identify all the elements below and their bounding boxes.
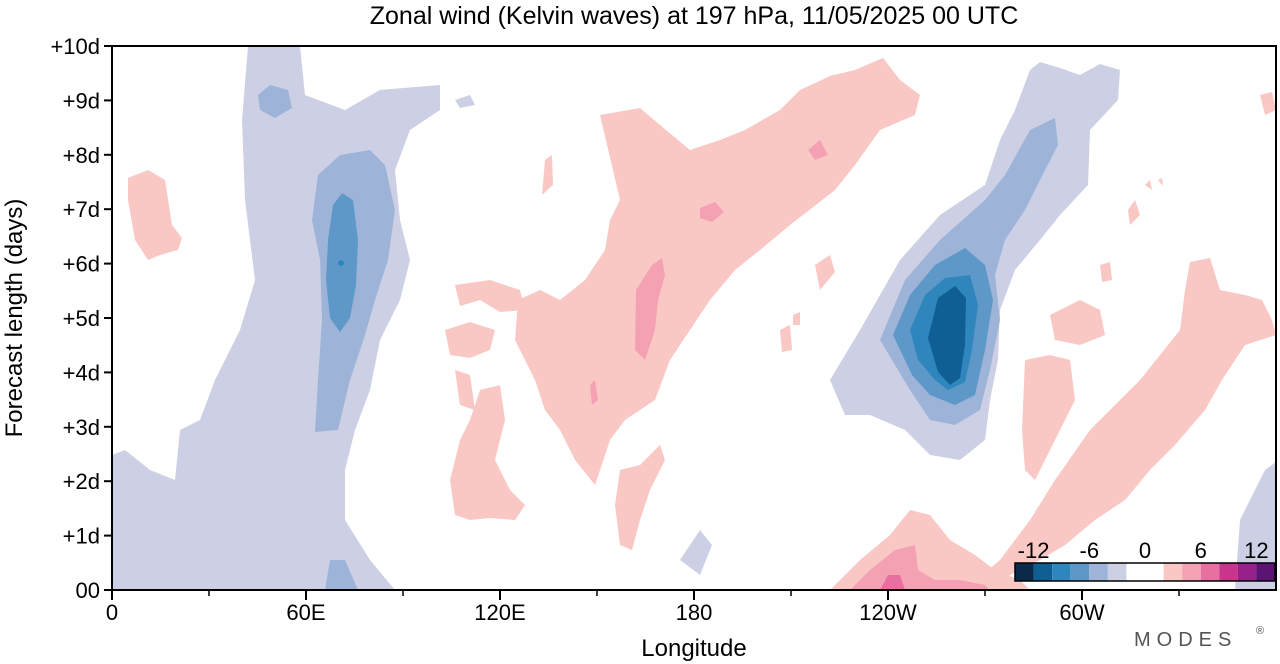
x-tick-label: 180 [676, 600, 713, 625]
colorbar-swatch [1052, 563, 1071, 581]
colorbar-legend: -12 -6 0 6 12 [1014, 538, 1276, 582]
x-tick-label: 0 [106, 600, 118, 625]
y-tick-label: +1d [63, 524, 100, 549]
plot-area [112, 46, 1276, 590]
x-tick-label: 60W [1059, 600, 1104, 625]
easterly-region-east [680, 62, 1276, 590]
y-tick-label: +2d [63, 469, 100, 494]
colorbar-label: -12 [1018, 538, 1050, 563]
svg-text:®: ® [1256, 625, 1264, 637]
colorbar-swatch [1089, 563, 1108, 581]
y-tick-label: +8d [63, 143, 100, 168]
colorbar-swatch [1237, 563, 1257, 581]
y-tick-label: 00 [76, 578, 100, 603]
colorbar-label: -6 [1080, 538, 1100, 563]
colorbar-swatch [1033, 563, 1053, 581]
x-tick-label: 120W [859, 600, 917, 625]
svg-text:MODES: MODES [1134, 629, 1237, 651]
y-tick-label: +6d [63, 252, 100, 277]
modes-logo: MODES ® [1134, 625, 1264, 651]
colorbar-label: 0 [1139, 538, 1151, 563]
y-tick-label: +5d [63, 306, 100, 331]
colorbar-swatch [1070, 563, 1090, 581]
colorbar-frame [1014, 562, 1276, 582]
x-tick-label: 60E [286, 600, 325, 625]
colorbar-label: 12 [1244, 538, 1268, 563]
chart-title: Zonal wind (Kelvin waves) at 197 hPa, 11… [370, 2, 1019, 30]
x-axis: 0 60E 120E 180 120W 60W [106, 590, 1180, 625]
y-tick-label: +9d [63, 88, 100, 113]
x-tick-label: 120E [474, 600, 525, 625]
y-axis-label: Forecast length (days) [1, 199, 28, 438]
westerly-region-east [830, 92, 1276, 590]
easterly-region-west [112, 46, 475, 590]
colorbar-label: 6 [1195, 538, 1207, 563]
x-axis-label: Longitude [641, 635, 746, 662]
y-tick-label: +4d [63, 360, 100, 385]
y-tick-label: +3d [63, 415, 100, 440]
colorbar-swatch [1015, 563, 1034, 581]
colorbar-swatch [1219, 563, 1238, 581]
y-tick-label: +10d [50, 34, 100, 59]
colorbar-swatch [1163, 563, 1183, 581]
westerly-region-dateline [128, 58, 920, 550]
colorbar-swatch [1107, 563, 1127, 581]
colorbar-swatch [1200, 563, 1220, 581]
colorbar-swatch [1256, 563, 1275, 581]
y-axis: 00 +1d +2d +3d +4d +5d +6d +7d +8d +9d +10d [50, 34, 112, 603]
colorbar-swatch [1182, 563, 1201, 581]
colorbar-swatch [1126, 563, 1164, 581]
y-tick-label: +7d [63, 197, 100, 222]
